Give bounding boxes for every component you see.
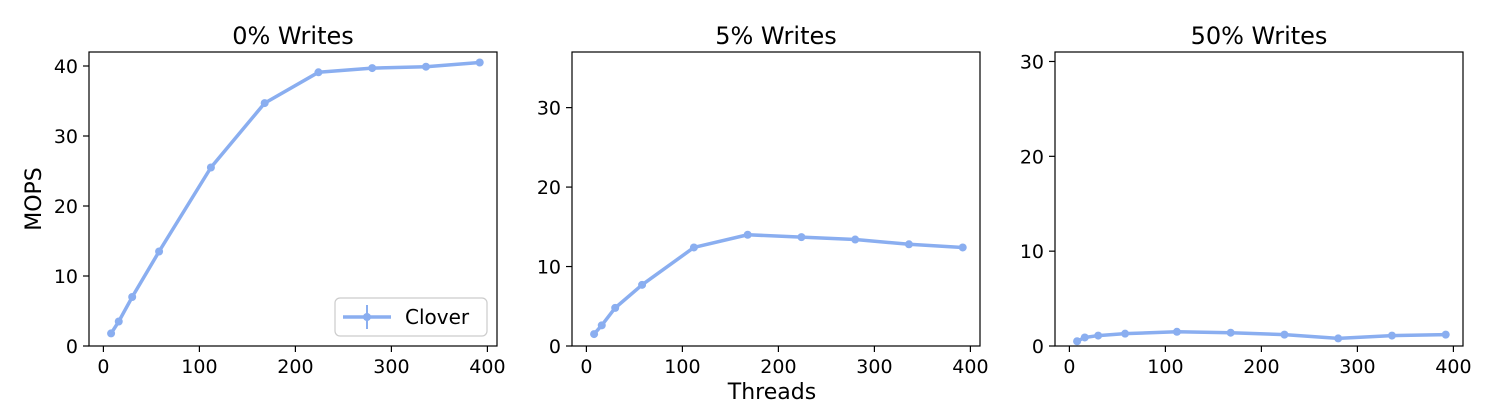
legend-box	[334, 297, 488, 337]
data-point	[904, 240, 913, 249]
x-axis-label: Threads	[727, 380, 816, 400]
y-tick-label: 40	[54, 56, 78, 78]
data-point	[1226, 328, 1235, 337]
data-point	[851, 235, 860, 244]
chart-panel-2: 50% Writes 0 100 200 300 400 0 10 20 30	[1020, 22, 1472, 378]
series-line	[592, 233, 965, 336]
x-tick-label: 0	[580, 356, 592, 378]
x-tick-label: 400	[1435, 356, 1471, 378]
y-tick-label: 0	[66, 336, 78, 358]
y-tick-label: 10	[1020, 241, 1044, 263]
y-tick-label: 0	[1032, 336, 1044, 358]
data-point	[1280, 330, 1289, 339]
data-point	[590, 330, 599, 339]
x-tick-label: 100	[181, 356, 217, 378]
x-tick-label: 400	[952, 356, 988, 378]
data-point	[1387, 331, 1396, 340]
data-point	[689, 243, 698, 252]
y-tick-label: 20	[1020, 146, 1044, 168]
data-point	[1080, 333, 1089, 342]
data-point	[1334, 334, 1343, 343]
data-point	[797, 233, 806, 242]
data-point	[475, 58, 484, 67]
data-point	[107, 329, 116, 338]
data-point	[638, 280, 647, 289]
data-point	[368, 64, 377, 73]
chart-title: 50% Writes	[1191, 22, 1328, 50]
x-tick-label: 200	[277, 356, 313, 378]
x-tick-label: 0	[1063, 356, 1075, 378]
data-point	[155, 247, 164, 256]
y-axis-label: MOPS	[22, 167, 47, 231]
y-tick-label: 20	[54, 196, 78, 218]
x-tick-label: 100	[664, 356, 700, 378]
data-point	[421, 62, 430, 71]
legend-marker	[363, 313, 371, 321]
x-tick-label: 300	[1339, 356, 1375, 378]
legend: Clover	[334, 297, 488, 337]
chart-panel-0: 0% Writes 0 100 200 300 400 0 10 20 30 40	[54, 22, 506, 378]
x-tick-label: 400	[469, 356, 505, 378]
series-line	[109, 60, 482, 336]
x-tick-label: 300	[373, 356, 409, 378]
x-tick-label: 300	[856, 356, 892, 378]
y-tick-label: 20	[537, 177, 561, 199]
data-point	[1172, 327, 1181, 336]
chart-title: 5% Writes	[715, 22, 837, 50]
data-point	[611, 303, 620, 312]
legend-label: Clover	[405, 305, 470, 329]
data-point	[597, 321, 606, 330]
data-point	[114, 317, 123, 326]
plot-frame	[571, 51, 981, 347]
chart-panel-1: 5% Writes 0 100 200 300 400 0 10 20 30	[537, 22, 989, 378]
data-point	[1073, 337, 1082, 346]
data-point	[743, 230, 752, 239]
y-tick-label: 10	[537, 257, 561, 279]
y-tick-label: 30	[537, 98, 561, 120]
data-point	[958, 243, 967, 252]
y-tick-label: 30	[54, 126, 78, 148]
x-tick-label: 100	[1147, 356, 1183, 378]
y-tick-label: 30	[1020, 51, 1044, 73]
data-point	[1441, 330, 1450, 339]
x-tick-label: 200	[760, 356, 796, 378]
data-point	[1094, 331, 1103, 340]
data-point	[1121, 329, 1130, 338]
x-tick-label: 0	[97, 356, 109, 378]
y-tick-label: 10	[54, 266, 78, 288]
x-tick-label: 200	[1243, 356, 1279, 378]
plot-frame	[1054, 51, 1464, 347]
chart-title: 0% Writes	[232, 22, 354, 50]
data-point	[314, 68, 323, 77]
series-line	[1075, 330, 1448, 344]
data-point	[260, 99, 269, 108]
data-point	[128, 293, 137, 301]
plot-frame	[88, 51, 498, 347]
y-tick-label: 0	[549, 336, 561, 358]
data-point	[206, 163, 215, 172]
